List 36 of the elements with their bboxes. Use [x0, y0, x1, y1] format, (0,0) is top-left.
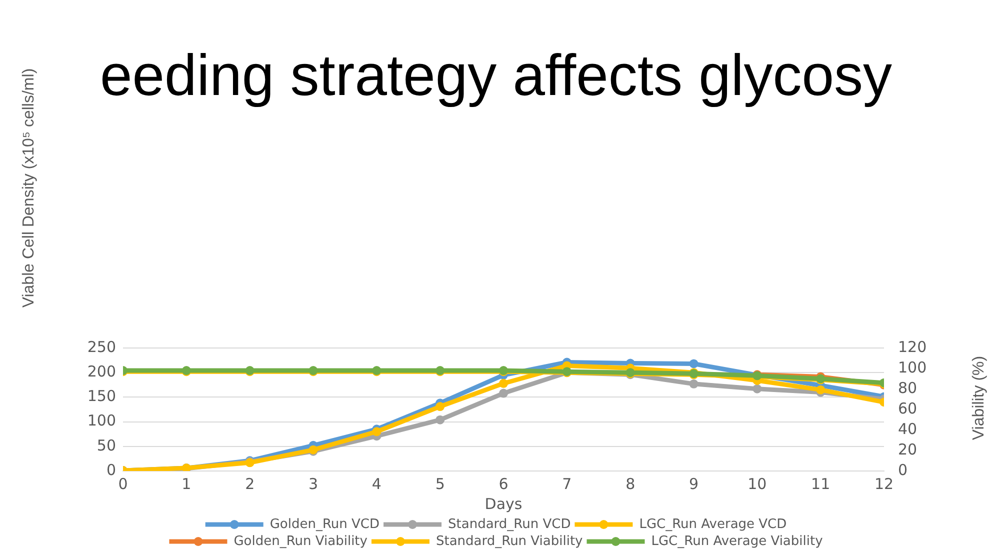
y2-tick-label: 0: [898, 460, 908, 479]
y-tick-label: 50: [96, 436, 116, 454]
y2-tick-label: 40: [898, 420, 918, 438]
y2-tick-label: 100: [898, 358, 927, 376]
legend-label: Golden_Run Viability: [234, 534, 368, 549]
y2-axis-title: Viability (%): [970, 356, 988, 440]
legend-label: LGC_Run Average Viability: [651, 534, 824, 549]
legend-label: Standard_Run VCD: [448, 516, 571, 532]
y2-tick-label: 60: [898, 399, 918, 418]
y-tick-label: 0: [106, 460, 116, 479]
chart-title: eeding strategy affects glycosy: [100, 42, 892, 108]
x-tick-label: 3: [308, 474, 318, 493]
y2-tick-label: 20: [898, 440, 918, 458]
y-axis-title: Viable Cell Density (x10⁵ cells/ml): [20, 68, 38, 308]
legend-label: Standard_Run Viability: [436, 534, 584, 549]
x-tick-label: 10: [748, 474, 767, 493]
y2-tick-label: 120: [898, 338, 927, 356]
x-tick-label: 4: [372, 474, 382, 493]
x-axis-title: Days: [484, 494, 522, 513]
legend-label: LGC_Run Average VCD: [639, 516, 787, 532]
legend-label: Golden_Run VCD: [270, 516, 380, 532]
x-tick-label: 1: [182, 474, 192, 493]
x-tick-label: 12: [874, 474, 894, 493]
x-tick-label: 6: [498, 474, 508, 493]
y-tick-label: 200: [87, 362, 116, 380]
x-tick-label: 8: [626, 474, 636, 493]
x-tick-label: 11: [811, 474, 830, 493]
y-tick-label: 100: [87, 412, 116, 430]
x-tick-label: 0: [118, 474, 128, 493]
y-tick-label: 250: [87, 338, 116, 356]
x-tick-label: 7: [562, 474, 572, 493]
x-tick-label: 2: [245, 474, 255, 493]
x-tick-label: 5: [435, 474, 445, 493]
x-tick-label: 9: [688, 474, 699, 493]
y-tick-label: 150: [87, 387, 116, 406]
y2-tick-label: 80: [898, 378, 918, 397]
